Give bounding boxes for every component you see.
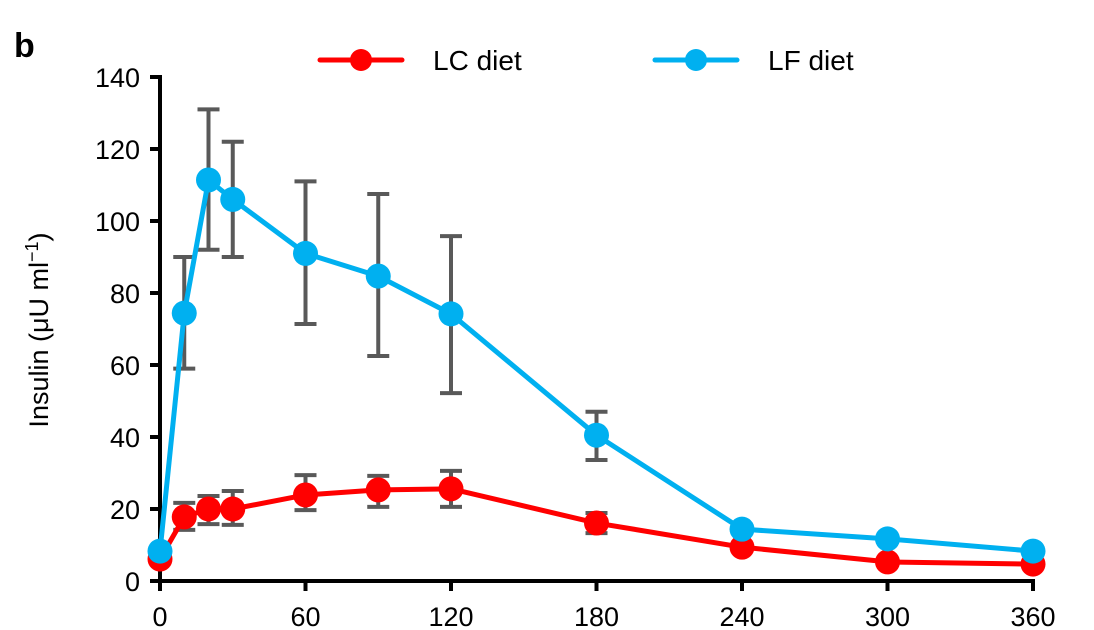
data-point-lf-diet [171,300,197,326]
data-point-lf-diet [584,422,609,448]
data-point-lf-diet [875,526,900,552]
data-point-lf-diet [220,186,246,212]
y-tick-label: 80 [110,279,140,309]
data-point-lc-diet [365,477,391,503]
y-axis-title-close: ) [24,232,54,241]
x-tick-label: 0 [152,602,167,630]
error-bars [173,107,608,536]
data-point-lf-diet [293,240,318,266]
data-point-lc-diet [438,476,464,502]
data-point-lc-diet [220,496,246,522]
series [147,167,1046,577]
y-tick-label: 20 [110,495,140,525]
x-tick-label: 300 [865,602,910,630]
legend-marker [350,49,372,71]
y-tick-label: 100 [95,207,140,237]
y-axis-title-text: Insulin (μU ml−1) [22,232,54,427]
data-point-lf-diet [1020,538,1046,564]
data-point-lf-diet [147,538,173,564]
series-lc-diet [147,476,1046,577]
data-point-lc-diet [584,510,609,536]
legend-label: LF diet [768,45,854,76]
x-tick-label: 60 [290,602,320,630]
data-point-lc-diet [171,504,197,530]
legend: LC diet LF diet [317,45,854,76]
y-axis-title: Insulin (μU ml−1) [22,232,54,427]
legend-marker [685,49,707,71]
axes: 0 20 40 60 80 100 120 140 0 60 120 180 240 300 360 [95,63,1056,630]
x-tick-label: 240 [719,602,764,630]
legend-label: LC diet [433,45,522,76]
x-tick-label: 180 [574,602,619,630]
data-point-lc-diet [729,534,755,560]
data-point-lf-diet [729,516,755,542]
data-point-lf-diet [365,263,391,289]
data-point-lf-diet [196,167,221,193]
x-tick-label: 120 [428,602,473,630]
y-tick-label: 140 [95,63,140,93]
data-point-lc-diet [293,482,318,508]
y-axis-title-main: Insulin (μU ml [24,262,54,428]
data-point-lc-diet [875,549,900,575]
data-point-lf-diet [438,301,464,327]
panel-label: b [14,27,35,65]
y-tick-label: 60 [110,351,140,381]
y-tick-label: 0 [125,567,140,597]
series-lf-diet [147,167,1046,564]
y-tick-label: 40 [110,423,140,453]
y-axis-title-superscript: −1 [22,241,42,262]
legend-item-lc-diet: LC diet [317,45,522,76]
x-tick-label: 360 [1010,602,1055,630]
data-point-lc-diet [196,496,221,522]
y-tick-label: 120 [95,135,140,165]
legend-item-lf-diet: LF diet [652,45,854,76]
